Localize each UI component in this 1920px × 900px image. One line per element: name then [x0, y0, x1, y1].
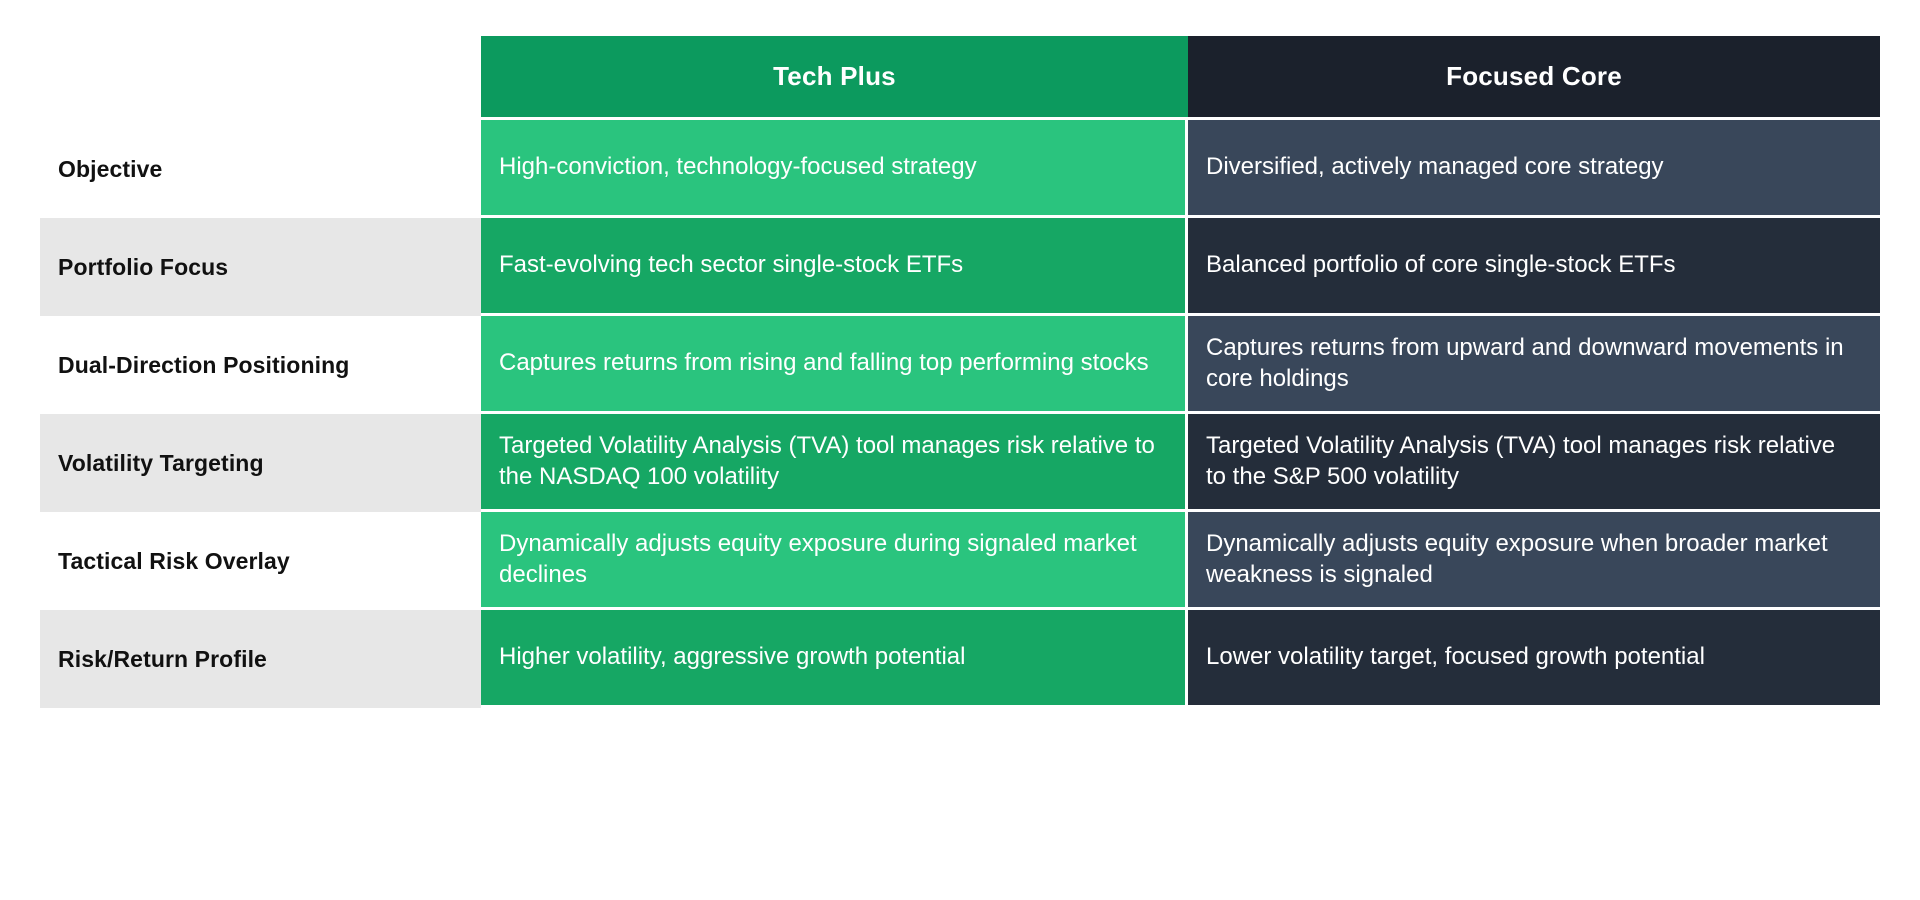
row-label-dual-direction-positioning: Dual-Direction Positioning — [40, 316, 481, 414]
row-label-objective: Objective — [40, 120, 481, 218]
cell-portfolio-focus-focused-core: Balanced portfolio of core single-stock … — [1188, 218, 1880, 316]
cell-objective-focused-core: Diversified, actively managed core strat… — [1188, 120, 1880, 218]
cell-risk-return-profile-focused-core: Lower volatility target, focused growth … — [1188, 610, 1880, 708]
cell-dual-direction-positioning-focused-core: Captures returns from upward and downwar… — [1188, 316, 1880, 414]
cell-portfolio-focus-tech-plus: Fast-evolving tech sector single-stock E… — [481, 218, 1188, 316]
cell-tactical-risk-overlay-tech-plus: Dynamically adjusts equity exposure duri… — [481, 512, 1188, 610]
table-grid: Tech Plus Focused Core Objective High-co… — [40, 36, 1880, 708]
row-label-volatility-targeting: Volatility Targeting — [40, 414, 481, 512]
cell-volatility-targeting-focused-core: Targeted Volatility Analysis (TVA) tool … — [1188, 414, 1880, 512]
row-label-risk-return-profile: Risk/Return Profile — [40, 610, 481, 708]
cell-volatility-targeting-tech-plus: Targeted Volatility Analysis (TVA) tool … — [481, 414, 1188, 512]
column-header-focused-core: Focused Core — [1188, 36, 1880, 120]
cell-risk-return-profile-tech-plus: Higher volatility, aggressive growth pot… — [481, 610, 1188, 708]
cell-objective-tech-plus: High-conviction, technology-focused stra… — [481, 120, 1188, 218]
row-label-tactical-risk-overlay: Tactical Risk Overlay — [40, 512, 481, 610]
cell-dual-direction-positioning-tech-plus: Captures returns from rising and falling… — [481, 316, 1188, 414]
table-corner-cell — [40, 36, 481, 120]
column-header-tech-plus: Tech Plus — [481, 36, 1188, 120]
row-label-portfolio-focus: Portfolio Focus — [40, 218, 481, 316]
cell-tactical-risk-overlay-focused-core: Dynamically adjusts equity exposure when… — [1188, 512, 1880, 610]
